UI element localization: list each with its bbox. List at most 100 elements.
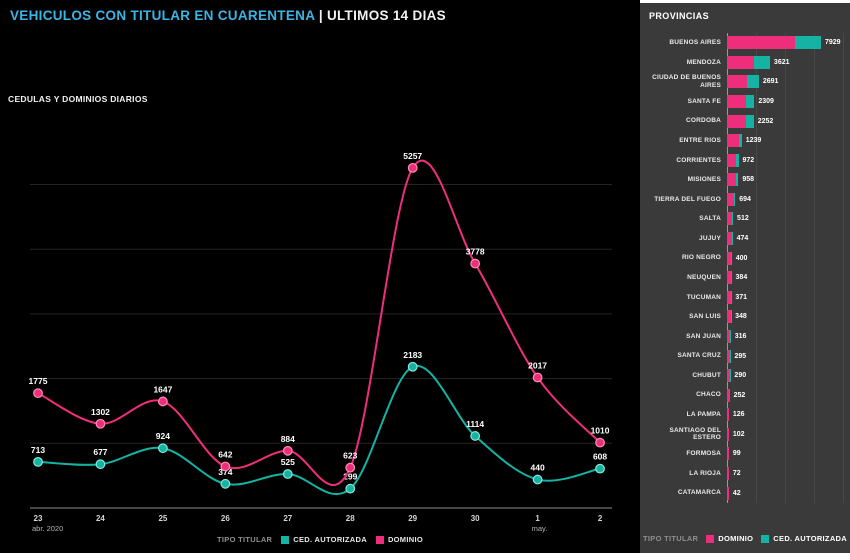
province-row: MISIONES 958	[640, 170, 850, 190]
data-point[interactable]	[95, 418, 106, 429]
bar-segment-ced-autorizada[interactable]	[731, 232, 733, 246]
province-label[interactable]: SALTA	[699, 215, 721, 223]
data-point[interactable]	[33, 456, 43, 467]
province-label[interactable]: RIO NEGRO	[682, 254, 721, 262]
province-label[interactable]: MISIONES	[687, 176, 721, 184]
province-value: 1239	[745, 137, 762, 145]
bar-segment-dominio[interactable]	[727, 310, 731, 324]
data-point[interactable]	[282, 445, 293, 456]
bar-segment-dominio[interactable]	[727, 329, 731, 343]
bar-segment-dominio[interactable]	[727, 55, 755, 69]
bar-segment-dominio[interactable]	[727, 212, 732, 226]
bar-segment-dominio[interactable]	[727, 388, 730, 402]
bar-segment-dominio[interactable]	[727, 232, 732, 246]
province-value: 99	[732, 450, 741, 458]
province-label[interactable]: LA PAMPA	[686, 411, 721, 419]
data-point[interactable]	[157, 396, 168, 407]
bar-segment-ced-autorizada[interactable]	[730, 329, 731, 343]
bar-segment-dominio[interactable]	[727, 192, 734, 206]
legend-item-ced-autorizada[interactable]: CED. AUTORIZADA	[281, 535, 367, 544]
province-label[interactable]: MENDOZA	[686, 58, 721, 66]
province-label[interactable]: JUJUY	[699, 234, 721, 242]
data-point[interactable]	[220, 478, 231, 489]
data-point[interactable]	[532, 372, 543, 383]
province-label[interactable]: SANTA FE	[687, 97, 721, 105]
bar-segment-dominio[interactable]	[727, 369, 731, 383]
bar-segment-dominio[interactable]	[727, 447, 729, 461]
data-point[interactable]	[470, 258, 481, 269]
data-point-label: 623	[343, 451, 357, 461]
x-tick-label: 25	[158, 514, 167, 523]
bar-segment-ced-autorizada[interactable]	[730, 290, 732, 304]
bar-segment-dominio[interactable]	[727, 134, 739, 148]
bar-segment-dominio[interactable]	[727, 153, 737, 167]
province-label[interactable]: TIERRA DEL FUEGO	[654, 195, 721, 203]
bar-segment-ced-autorizada[interactable]	[746, 114, 754, 128]
bar-segment-ced-autorizada[interactable]	[736, 173, 739, 187]
province-label[interactable]: SANTA CRUZ	[677, 352, 721, 360]
province-label[interactable]: CATAMARCA	[677, 489, 721, 497]
bar-segment-dominio[interactable]	[727, 271, 731, 285]
province-label[interactable]: FORMOSA	[686, 450, 721, 458]
bar-segment-ced-autorizada[interactable]	[736, 153, 739, 167]
bar-segment-dominio[interactable]	[727, 173, 737, 187]
province-label[interactable]: CIUDAD DE BUENOS AIRES	[652, 74, 721, 89]
data-point-label: 525	[281, 457, 295, 467]
data-point[interactable]	[95, 459, 106, 470]
legend-item-ced-autorizada[interactable]: CED. AUTORIZADA	[761, 534, 847, 543]
data-point[interactable]	[345, 483, 356, 494]
data-point[interactable]	[595, 463, 605, 474]
bar-segment-dominio[interactable]	[727, 427, 729, 441]
bar-segment-ced-autorizada[interactable]	[730, 271, 732, 285]
bar-segment-dominio[interactable]	[727, 408, 729, 422]
province-label[interactable]: LA RIOJA	[689, 469, 721, 477]
data-point[interactable]	[407, 361, 418, 372]
province-label[interactable]: TUCUMAN	[686, 293, 721, 301]
bar-segment-dominio[interactable]	[727, 95, 747, 109]
province-label[interactable]: CHACO	[696, 391, 721, 399]
bar-segment-ced-autorizada[interactable]	[746, 75, 759, 89]
province-label[interactable]: BUENOS AIRES	[669, 39, 721, 47]
bar-segment-ced-autorizada[interactable]	[730, 310, 732, 324]
province-label[interactable]: NEUQUEN	[687, 273, 721, 281]
bar-segment-ced-autorizada[interactable]	[738, 134, 742, 148]
province-label[interactable]: CORRIENTES	[676, 156, 721, 164]
data-point[interactable]	[157, 443, 168, 454]
data-point-label: 3778	[466, 247, 485, 257]
province-label[interactable]: CORDOBA	[686, 117, 721, 125]
data-point[interactable]	[407, 162, 418, 173]
x-axis-sublabel: abr. 2020	[32, 524, 63, 533]
province-label[interactable]: SAN LUIS	[689, 313, 721, 321]
bar-segment-dominio[interactable]	[727, 114, 747, 128]
bar-segment-ced-autorizada[interactable]	[731, 251, 732, 265]
bar-segment-ced-autorizada[interactable]	[733, 192, 736, 206]
province-label[interactable]: SANTIAGO DEL ESTERO	[669, 426, 721, 442]
data-point[interactable]	[220, 461, 231, 472]
bar-segment-dominio[interactable]	[727, 486, 729, 500]
x-tick-label: 27	[283, 514, 292, 523]
legend-item-dominio[interactable]: DOMINIO	[375, 535, 423, 544]
bar-segment-dominio[interactable]	[727, 36, 795, 50]
bar-segment-ced-autorizada[interactable]	[731, 212, 734, 226]
bar-segment-ced-autorizada[interactable]	[746, 95, 755, 109]
data-point[interactable]	[532, 474, 543, 485]
bar-segment-dominio[interactable]	[727, 467, 729, 480]
province-label[interactable]: SAN JUAN	[686, 332, 721, 340]
bar-segment-dominio[interactable]	[727, 349, 731, 363]
bar-segment-dominio[interactable]	[727, 75, 747, 89]
legend-item-dominio[interactable]: DOMINIO	[706, 534, 753, 543]
pink-swatch-icon	[375, 535, 384, 544]
bar-segment-ced-autorizada[interactable]	[794, 36, 821, 50]
province-label[interactable]: CHUBUT	[692, 371, 721, 379]
bar-segment-ced-autorizada[interactable]	[754, 55, 770, 69]
data-point[interactable]	[595, 437, 605, 448]
bar-segment-dominio[interactable]	[727, 251, 732, 265]
data-point[interactable]	[470, 431, 481, 441]
province-value: 972	[742, 156, 755, 164]
data-point[interactable]	[282, 469, 293, 479]
data-point[interactable]	[345, 462, 356, 473]
data-point[interactable]	[33, 388, 43, 399]
bar-segment-dominio[interactable]	[727, 290, 731, 304]
province-label[interactable]: ENTRE RIOS	[679, 136, 721, 144]
province-bar: 295	[727, 349, 850, 363]
